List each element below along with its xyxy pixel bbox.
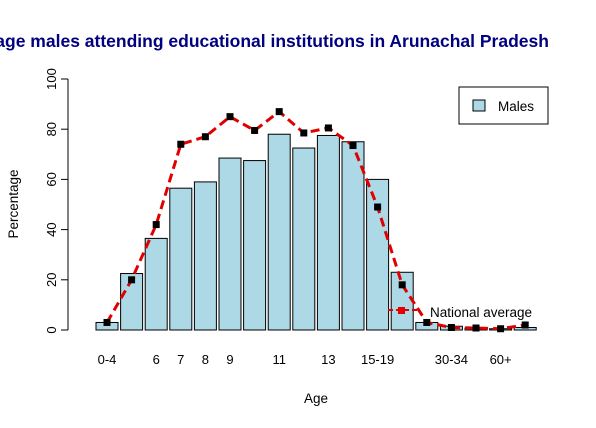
bar bbox=[120, 273, 144, 331]
national-average-point bbox=[349, 142, 357, 150]
bar bbox=[144, 237, 168, 331]
national-average-point bbox=[103, 318, 111, 326]
national-average-point bbox=[521, 321, 529, 329]
national-average-point bbox=[201, 133, 209, 141]
national-average-point bbox=[497, 325, 505, 333]
national-average-line bbox=[105, 109, 526, 331]
national-average-label-marker bbox=[398, 307, 405, 314]
x-tick-label: 11 bbox=[272, 352, 286, 367]
y-tick-label: 0 bbox=[44, 326, 59, 333]
national-average-point bbox=[275, 108, 283, 116]
chart-title: Percentage males attending educational i… bbox=[0, 31, 549, 51]
national-average-point bbox=[324, 124, 332, 132]
national-average-point bbox=[128, 276, 136, 284]
y-axis: 0 20 40 60 80 100 bbox=[44, 68, 69, 334]
bar bbox=[341, 141, 365, 331]
legend-swatch-males bbox=[472, 99, 486, 112]
national-average-point bbox=[374, 203, 382, 211]
bar bbox=[193, 181, 217, 331]
x-tick-label: 6 bbox=[153, 352, 160, 367]
national-average-point bbox=[398, 281, 406, 289]
national-average-label: National average bbox=[430, 305, 532, 320]
legend-label-males: Males bbox=[498, 99, 534, 114]
x-tick-label: 15-19 bbox=[361, 352, 394, 367]
bar bbox=[292, 147, 316, 331]
legend: Males bbox=[458, 86, 549, 125]
national-average-point bbox=[472, 324, 480, 332]
y-tick-label: 100 bbox=[44, 68, 59, 90]
x-tick-label: 13 bbox=[321, 352, 335, 367]
bars bbox=[95, 133, 537, 331]
national-average-point bbox=[226, 113, 234, 121]
national-average-series bbox=[103, 108, 529, 333]
x-tick-label: 60+ bbox=[490, 352, 512, 367]
national-average-point bbox=[447, 323, 455, 331]
national-average-point bbox=[152, 221, 160, 229]
bar bbox=[267, 133, 291, 331]
x-tick-label: 0-4 bbox=[98, 352, 117, 367]
y-tick-label: 80 bbox=[44, 122, 59, 136]
national-average-point bbox=[251, 126, 259, 134]
y-tick-label: 40 bbox=[44, 222, 59, 236]
national-average-point bbox=[423, 318, 431, 326]
bar bbox=[169, 187, 193, 331]
bar bbox=[390, 271, 414, 331]
bar bbox=[366, 178, 390, 331]
x-tick-label: 9 bbox=[226, 352, 233, 367]
y-tick-label: 20 bbox=[44, 273, 59, 287]
national-average-point bbox=[177, 140, 185, 148]
x-tick-label: 30-34 bbox=[435, 352, 468, 367]
bar bbox=[316, 134, 340, 331]
x-axis-label: Age bbox=[304, 391, 328, 406]
national-average-point bbox=[300, 129, 308, 137]
x-tick-label: 7 bbox=[177, 352, 184, 367]
y-axis-label: Percentage bbox=[6, 169, 21, 238]
bar bbox=[218, 157, 242, 331]
x-tick-labels: 0-4 6 7 8 9 11 13 15-19 30-34 60+ bbox=[98, 352, 512, 367]
x-tick-label: 8 bbox=[202, 352, 209, 367]
bar bbox=[243, 160, 267, 331]
y-tick-label: 60 bbox=[44, 172, 59, 186]
